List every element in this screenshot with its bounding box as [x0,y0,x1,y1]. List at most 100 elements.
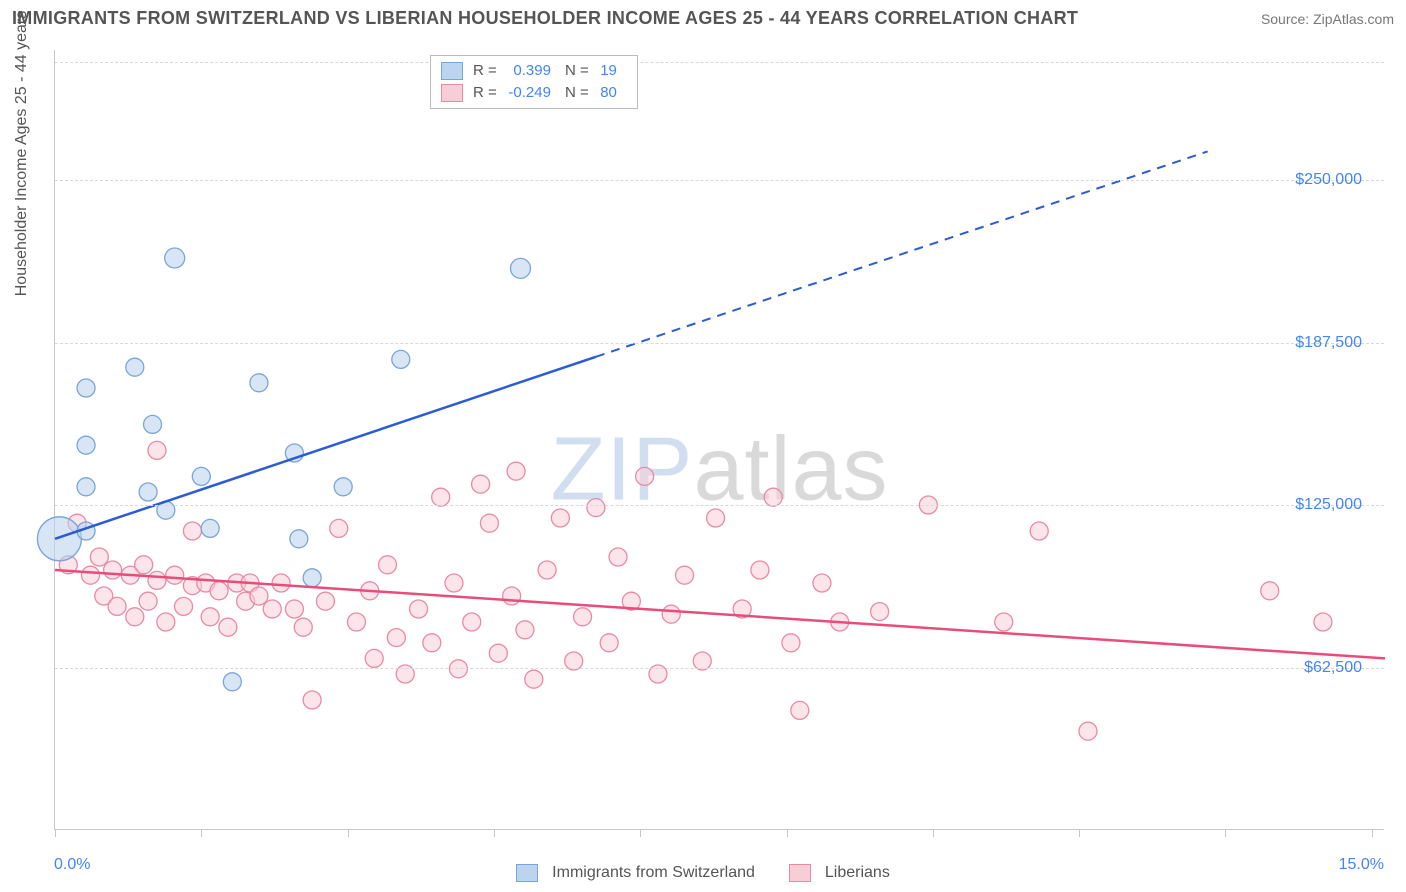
gridline [55,180,1384,181]
scatter-point [423,634,441,652]
x-tick [348,829,349,837]
scatter-point [365,649,383,667]
scatter-point [782,634,800,652]
legend-swatch [516,864,538,882]
legend-swatch [441,84,463,102]
scatter-point [77,478,95,496]
scatter-point [574,608,592,626]
scatter-point [449,660,467,678]
y-tick-label: $187,500 [1295,334,1362,352]
legend-n-label: N = [565,82,593,104]
scatter-point [609,548,627,566]
scatter-point [272,574,290,592]
scatter-point [290,530,308,548]
x-tick [1225,829,1226,837]
scatter-point [126,608,144,626]
scatter-point [379,556,397,574]
legend-r-label: R = [473,82,501,104]
scatter-point [77,379,95,397]
legend-item: Liberians [789,864,890,882]
scatter-point [165,248,185,268]
scatter-point [507,462,525,480]
scatter-point [472,475,490,493]
scatter-point [511,258,531,278]
scatter-point [871,603,889,621]
legend-series: Immigrants from Switzerland Liberians [0,864,1406,882]
scatter-point [791,701,809,719]
scatter-point [662,605,680,623]
scatter-point [294,618,312,636]
x-tick [494,829,495,837]
scatter-point [1079,722,1097,740]
scatter-point [108,597,126,615]
regression-line-extrapolated [596,151,1208,356]
y-axis-title: Householder Income Ages 25 - 44 years [13,11,31,297]
gridline [55,668,1384,669]
scatter-point [503,587,521,605]
scatter-point [303,569,321,587]
scatter-point [263,600,281,618]
legend-label: Liberians [825,864,890,882]
y-tick-label: $62,500 [1304,659,1362,677]
legend-n-value: 80 [597,82,627,104]
x-tick [787,829,788,837]
scatter-point [516,621,534,639]
chart-svg [55,50,1384,829]
scatter-point [285,600,303,618]
scatter-point [166,566,184,584]
scatter-point [636,467,654,485]
scatter-point [392,350,410,368]
scatter-point [995,613,1013,631]
scatter-point [148,571,166,589]
scatter-point [223,673,241,691]
legend-r-value: -0.249 [505,82,561,104]
scatter-point [183,522,201,540]
scatter-point [139,483,157,501]
scatter-point [135,556,153,574]
scatter-point [175,597,193,615]
legend-r-label: R = [473,60,501,82]
legend-correlation: R = 0.399 N = 19 R = -0.249 N = 80 [430,55,638,109]
legend-row: R = 0.399 N = 19 [441,60,627,82]
gridline [55,62,1384,63]
scatter-point [81,566,99,584]
legend-swatch [789,864,811,882]
legend-n-value: 19 [597,60,627,82]
scatter-point [538,561,556,579]
scatter-point [410,600,428,618]
scatter-point [600,634,618,652]
scatter-point [201,519,219,537]
scatter-point [1314,613,1332,631]
scatter-point [90,548,108,566]
scatter-point [525,670,543,688]
scatter-point [104,561,122,579]
legend-n-label: N = [565,60,593,82]
source-label: Source: ZipAtlas.com [1261,11,1394,27]
scatter-point [303,691,321,709]
legend-row: R = -0.249 N = 80 [441,82,627,104]
plot-area: ZIPatlas $62,500$125,000$187,500$250,000 [54,50,1384,830]
gridline [55,505,1384,506]
scatter-point [144,415,162,433]
y-tick-label: $250,000 [1295,171,1362,189]
scatter-point [813,574,831,592]
scatter-point [480,514,498,532]
gridline [55,343,1384,344]
scatter-point [139,592,157,610]
scatter-point [387,629,405,647]
scatter-point [316,592,334,610]
scatter-point [676,566,694,584]
scatter-point [192,467,210,485]
scatter-point [463,613,481,631]
regression-line [55,357,596,539]
scatter-point [445,574,463,592]
scatter-point [77,436,95,454]
scatter-point [1030,522,1048,540]
scatter-point [432,488,450,506]
scatter-point [330,519,348,537]
legend-label: Immigrants from Switzerland [552,864,755,882]
x-tick [1372,829,1373,837]
x-tick [1079,829,1080,837]
x-axis-start-label: 0.0% [54,856,90,874]
scatter-point [37,517,81,561]
